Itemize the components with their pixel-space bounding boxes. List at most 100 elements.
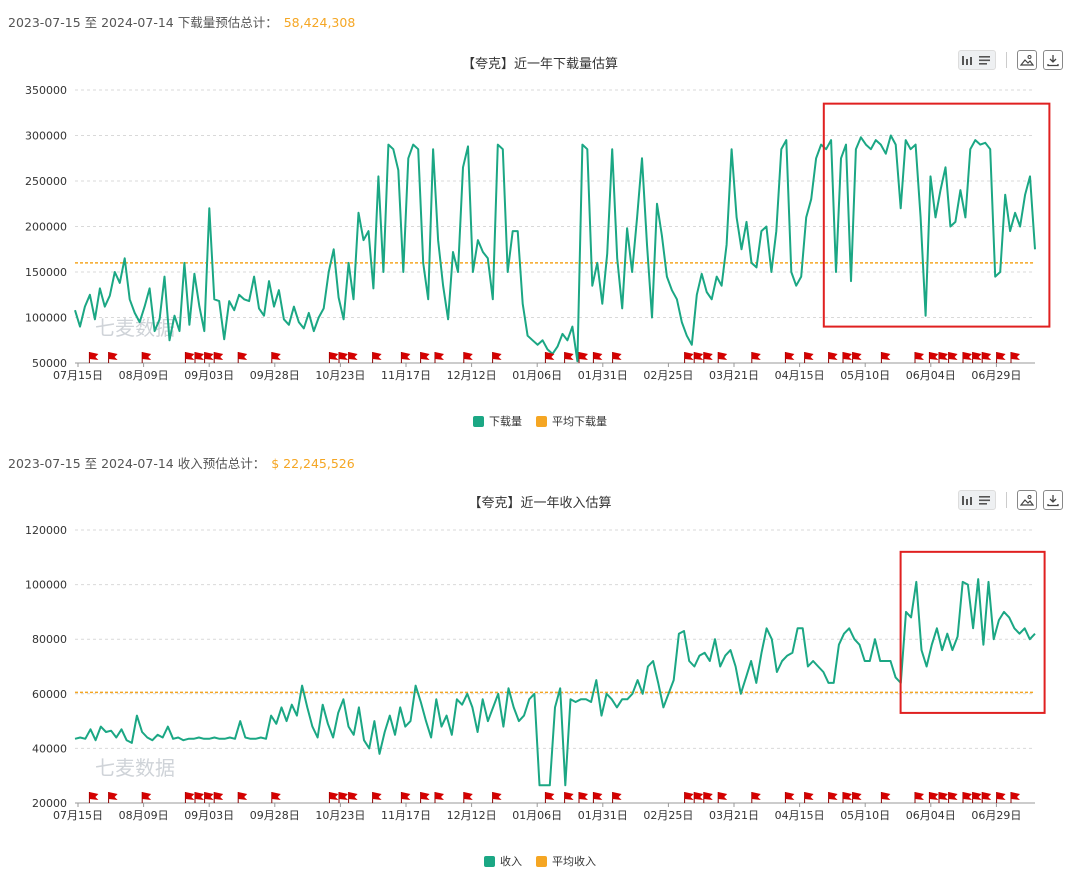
flag-cloth [1011, 792, 1020, 800]
flag-cloth [142, 792, 152, 800]
event-flag-icon [204, 792, 214, 803]
event-flag-icon [962, 352, 972, 363]
image-icon[interactable] [1017, 50, 1037, 70]
flag-cloth [929, 352, 939, 360]
download-summary: 2023-07-15 至 2024-07-14 下载量预估总计： 58,424,3… [8, 12, 355, 31]
event-flag-icon [804, 792, 814, 803]
list-icon [979, 56, 990, 65]
x-tick-label: 06月04日 [906, 809, 956, 822]
event-flag-icon [938, 352, 948, 363]
flag-cloth [996, 792, 1006, 800]
x-tick-label: 12月12日 [447, 809, 497, 822]
event-flag-icon [271, 792, 281, 803]
legend-swatch [536, 855, 547, 867]
y-tick-label: 200000 [25, 221, 67, 234]
event-flag-icon [237, 792, 248, 803]
flag-cloth [185, 792, 195, 800]
legend-item-average-downloads[interactable]: 平均下载量 [536, 413, 607, 429]
event-flag-icon [420, 792, 430, 803]
flag-cloth [785, 352, 795, 360]
x-tick-label: 12月12日 [447, 369, 497, 382]
event-flag-icon [420, 352, 430, 363]
event-flag-icon [564, 792, 574, 803]
revenue-view-toggle[interactable] [958, 490, 996, 510]
event-flag-icon [348, 352, 358, 363]
flag-cloth [463, 352, 473, 360]
flag-cloth [804, 792, 814, 800]
bar-chart-icon [962, 496, 972, 505]
event-flag-icon [981, 352, 992, 363]
y-tick-label: 250000 [25, 175, 67, 188]
flag-cloth [881, 352, 891, 360]
event-flag-icon [828, 792, 838, 803]
event-flag-icon [194, 352, 204, 363]
legend-item-revenue[interactable]: 收入 [484, 853, 522, 869]
flag-cloth [804, 352, 814, 360]
event-flag-icon [828, 352, 838, 363]
flag-cloth [238, 352, 248, 360]
event-flag-icon [544, 792, 555, 803]
x-tick-label: 06月29日 [971, 369, 1021, 382]
event-flag-icon [348, 792, 358, 803]
legend-item-downloads[interactable]: 下载量 [473, 413, 522, 429]
flag-cloth [852, 792, 862, 800]
list-icon [979, 496, 990, 505]
x-tick-label: 01月06日 [512, 809, 562, 822]
event-flag-icon [962, 792, 972, 803]
download-view-toggle[interactable] [958, 50, 996, 70]
revenue-summary-label: 2023-07-15 至 2024-07-14 收入预估总计： [8, 456, 266, 471]
flag-cloth [612, 352, 622, 360]
event-flag-icon [184, 352, 195, 363]
download-icon[interactable] [1043, 50, 1063, 70]
x-tick-label: 06月29日 [971, 809, 1021, 822]
event-flag-icon [213, 792, 224, 803]
flag-cloth [329, 352, 339, 360]
flag-cloth [915, 792, 924, 800]
flag-cloth [982, 352, 992, 360]
flag-cloth [963, 792, 972, 800]
flag-cloth [579, 352, 588, 360]
x-tick-label: 06月04日 [906, 369, 956, 382]
legend-label: 平均收入 [552, 855, 596, 868]
flag-cloth [185, 352, 195, 360]
event-flag-icon [372, 352, 382, 363]
event-flag-icon [213, 352, 224, 363]
y-tick-label: 150000 [25, 266, 67, 279]
y-tick-label: 20000 [32, 797, 67, 810]
flag-cloth [828, 352, 838, 360]
flag-cloth [372, 352, 382, 360]
flag-cloth [401, 792, 411, 800]
event-flag-icon [204, 352, 214, 363]
flag-cloth [348, 352, 358, 360]
event-flag-icon [434, 352, 444, 363]
x-tick-label: 08月09日 [119, 369, 169, 382]
flag-cloth [684, 792, 694, 800]
flag-cloth [972, 352, 982, 360]
flag-cloth [401, 352, 411, 360]
event-flag-icon [703, 792, 713, 803]
flag-cloth [195, 792, 204, 800]
download-icon[interactable] [1043, 490, 1063, 510]
event-flag-icon [88, 352, 99, 363]
flag-cloth [881, 792, 891, 800]
event-flag-icon [804, 352, 814, 363]
flag-cloth [751, 352, 761, 360]
event-flag-icon [684, 352, 694, 363]
event-flag-icon [996, 792, 1006, 803]
flag-cloth [684, 352, 694, 360]
x-tick-label: 10月23日 [315, 369, 365, 382]
y-tick-label: 80000 [32, 633, 67, 646]
flag-cloth [339, 352, 348, 360]
event-flag-icon [592, 352, 603, 363]
event-flag-icon [1010, 792, 1020, 803]
legend-item-average-revenue[interactable]: 平均收入 [536, 853, 596, 869]
event-flag-icon [1010, 352, 1020, 363]
flag-cloth [214, 792, 224, 800]
event-flag-icon [981, 792, 992, 803]
x-tick-label: 04月15日 [775, 809, 825, 822]
event-flag-icon [271, 352, 281, 363]
image-icon[interactable] [1017, 490, 1037, 510]
event-flag-icon [693, 792, 704, 803]
flag-cloth [579, 792, 588, 800]
